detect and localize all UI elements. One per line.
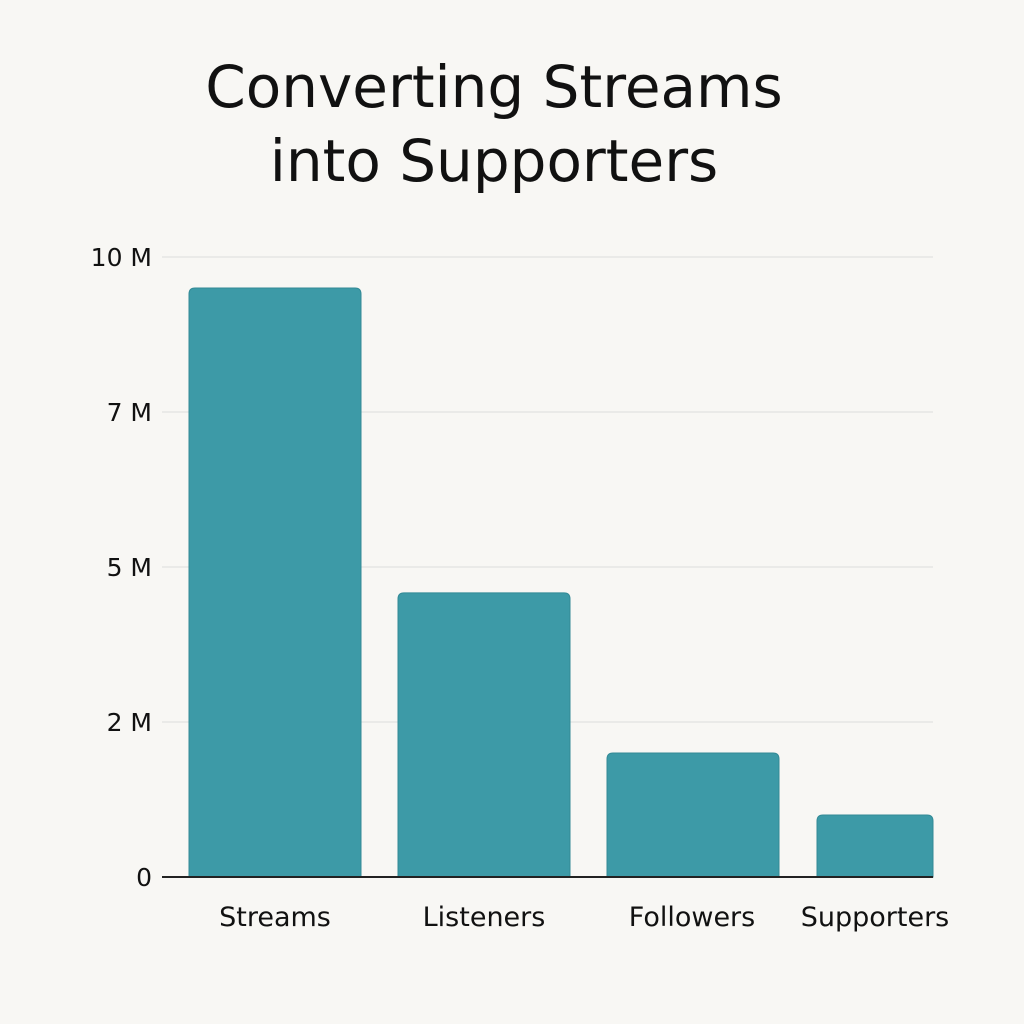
x-tick-label: Supporters bbox=[801, 902, 950, 933]
x-tick-label: Listeners bbox=[423, 902, 546, 933]
chart-title-line-2: into Supporters bbox=[269, 127, 719, 195]
chart-title: Converting Streams into Supporters bbox=[0, 50, 988, 198]
chart-title-line-1: Converting Streams bbox=[205, 53, 783, 121]
y-tick-label: 7 M bbox=[107, 398, 152, 427]
y-tick-label: 0 bbox=[136, 863, 152, 892]
bar-layer bbox=[188, 287, 934, 878]
bar-supporters bbox=[816, 814, 934, 878]
bar-followers bbox=[606, 752, 780, 878]
x-tick-label: Streams bbox=[219, 902, 331, 933]
y-tick-label: 2 M bbox=[107, 708, 152, 737]
label-layer: 0 2 M 5 M 7 M 10 M Streams Listeners Followers S… bbox=[91, 243, 950, 933]
bar-listeners bbox=[397, 592, 571, 878]
y-tick-label: 5 M bbox=[107, 553, 152, 582]
y-tick-label: 10 M bbox=[91, 243, 152, 272]
bar-streams bbox=[188, 287, 362, 878]
x-tick-label: Followers bbox=[629, 902, 755, 933]
